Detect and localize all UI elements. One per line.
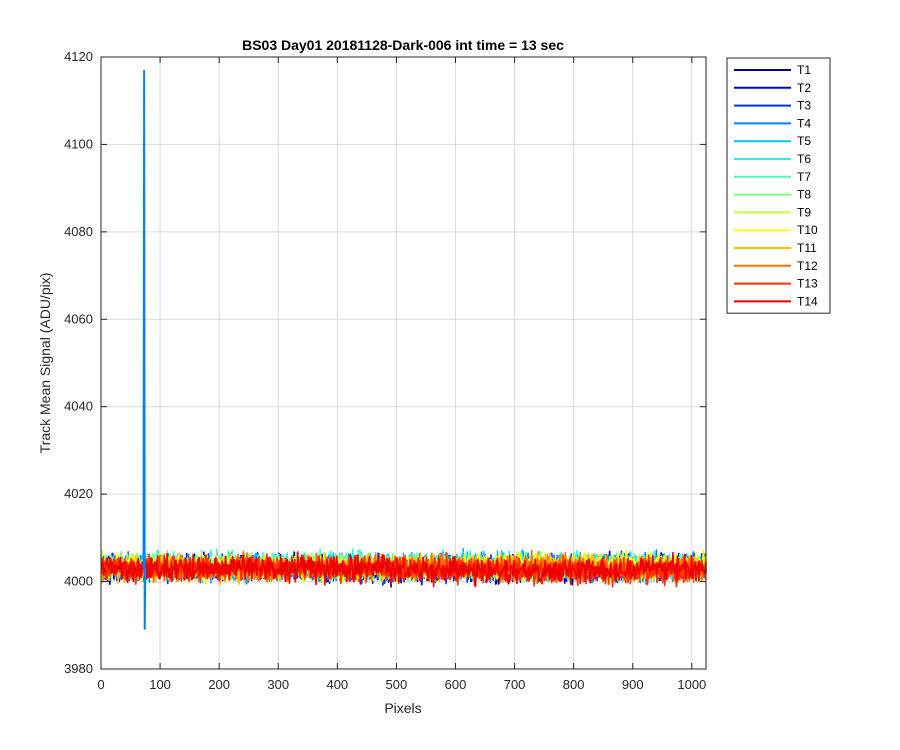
x-axis-label: Pixels — [384, 700, 421, 716]
y-tick-label: 4060 — [64, 311, 93, 326]
series-spike — [142, 70, 147, 630]
legend-label-t13: T13 — [797, 277, 818, 291]
y-tick-label: 4040 — [64, 399, 93, 414]
legend-label-t11: T11 — [797, 241, 817, 255]
legend-box — [726, 57, 831, 314]
x-tick-label: 100 — [149, 677, 171, 692]
legend-label-t9: T9 — [797, 205, 811, 219]
x-tick-label: 900 — [622, 677, 644, 692]
y-tick-label: 4120 — [64, 49, 93, 64]
axis-ticks: 0 100 200 300 400 500 600 700 800 900 1000 3980 4000… — [64, 49, 706, 692]
x-tick-label: 400 — [326, 677, 348, 692]
y-tick-label: 4080 — [64, 224, 93, 239]
x-tick-label: 1000 — [677, 677, 706, 692]
y-tick-label: 4000 — [64, 574, 93, 589]
legend-label-t10: T10 — [797, 223, 818, 237]
legend-label-t7: T7 — [797, 170, 811, 184]
plot-frame — [100, 56, 707, 670]
legend-label-t2: T2 — [797, 81, 811, 95]
y-tick-label: 4100 — [64, 136, 93, 151]
legend-label-t5: T5 — [797, 134, 811, 148]
legend-label-t3: T3 — [797, 99, 811, 113]
legend-label-t12: T12 — [797, 259, 818, 273]
y-tick-label: 3980 — [64, 661, 93, 676]
legend-label-t14: T14 — [797, 294, 818, 308]
series-layer — [100, 70, 707, 630]
x-tick-label: 600 — [445, 677, 467, 692]
series-line-t14 — [100, 551, 707, 588]
chart-title: BS03 Day01 20181128-Dark-006 int time = … — [242, 37, 564, 53]
x-tick-label: 500 — [386, 677, 408, 692]
y-tick-label: 4020 — [64, 486, 93, 501]
x-tick-label: 200 — [208, 677, 230, 692]
x-tick-label: 700 — [504, 677, 526, 692]
x-tick-label: 800 — [563, 677, 585, 692]
x-tick-label: 300 — [267, 677, 289, 692]
legend: T1 T2 T3 T4 T5 T6 T7 T8 T9 T10 T11 T12 T13 T14 — [726, 57, 831, 314]
legend-label-t6: T6 — [797, 152, 811, 166]
legend-label-t8: T8 — [797, 188, 811, 202]
x-tick-label: 0 — [97, 677, 104, 692]
legend-label-t4: T4 — [797, 116, 811, 130]
y-axis-label: Track Mean Signal (ADU/pix) — [37, 273, 53, 454]
legend-label-t1: T1 — [797, 63, 811, 77]
